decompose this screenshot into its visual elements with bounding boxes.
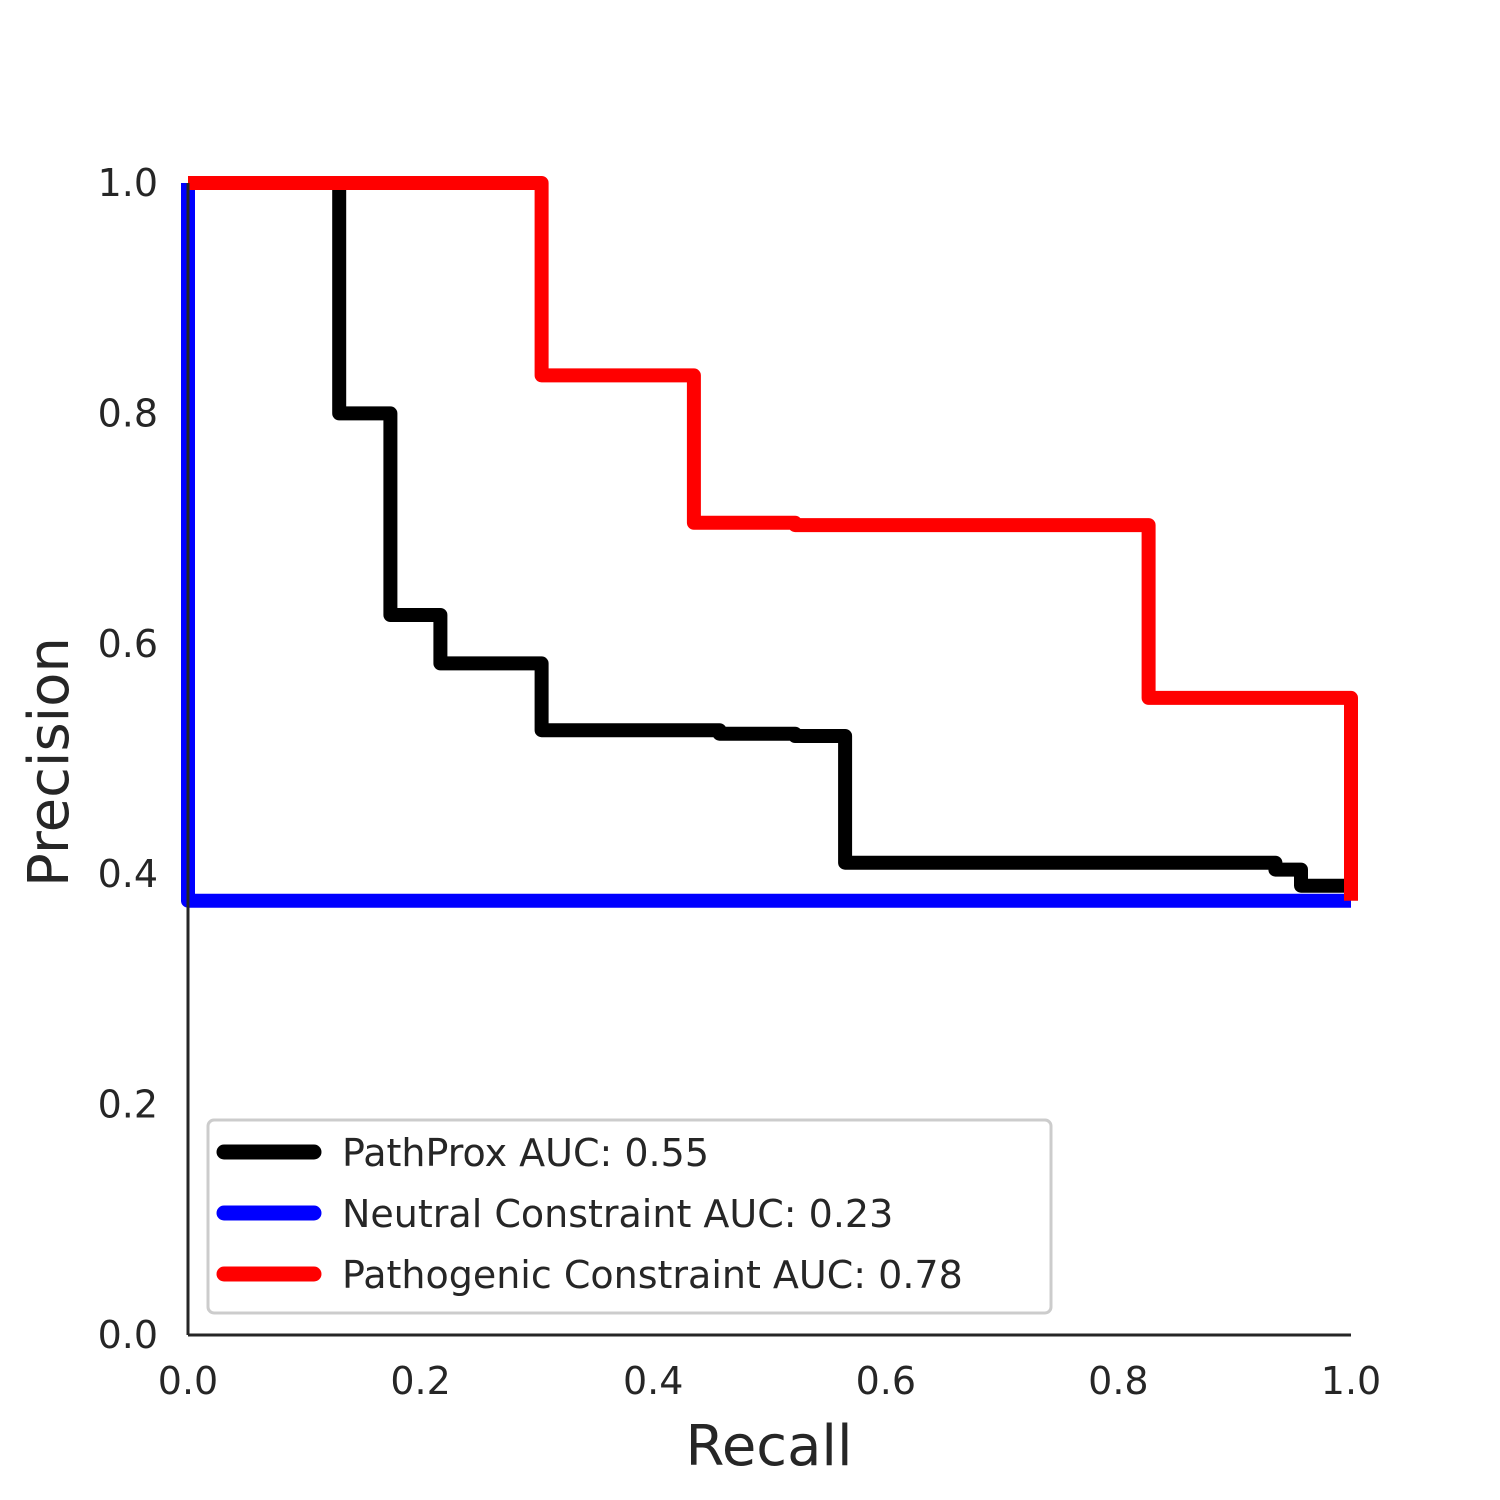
y-axis-title: Precision: [17, 637, 82, 887]
y-tick-label: 0.8: [98, 391, 158, 435]
x-tick-label: 0.0: [158, 1359, 218, 1403]
x-axis-title: Recall: [685, 1414, 852, 1479]
y-tick-label: 0.6: [98, 622, 158, 666]
y-tick-label: 0.0: [98, 1313, 158, 1357]
legend-box: [206, 1118, 1053, 1315]
x-tick-label: 0.8: [1088, 1359, 1148, 1403]
x-tick-label: 1.0: [1321, 1359, 1381, 1403]
legend: PathProx AUC: 0.55 Neutral Constraint AU…: [206, 1118, 1053, 1315]
x-tick-label: 0.2: [390, 1359, 450, 1403]
y-tick-label: 0.4: [98, 852, 158, 896]
y-tick-label: 1.0: [98, 161, 158, 205]
x-tick-label: 0.6: [856, 1359, 916, 1403]
series-line-pathprox: [188, 176, 1351, 893]
x-tick-label: 0.4: [623, 1359, 683, 1403]
legend-label-pathogenic-constraint: Pathogenic Constraint AUC: 0.78: [342, 1253, 963, 1297]
ticks-layer: 0.0 0.2 0.4 0.6 0.8 1.0 0.0 0.2 0.4 0.6 0.8 1.0: [98, 161, 1382, 1403]
series-line-pathogenic-constraint: [188, 176, 1358, 901]
legend-label-pathprox: PathProx AUC: 0.55: [342, 1131, 709, 1175]
legend-label-neutral-constraint: Neutral Constraint AUC: 0.23: [342, 1192, 893, 1236]
y-tick-label: 0.2: [98, 1083, 158, 1127]
